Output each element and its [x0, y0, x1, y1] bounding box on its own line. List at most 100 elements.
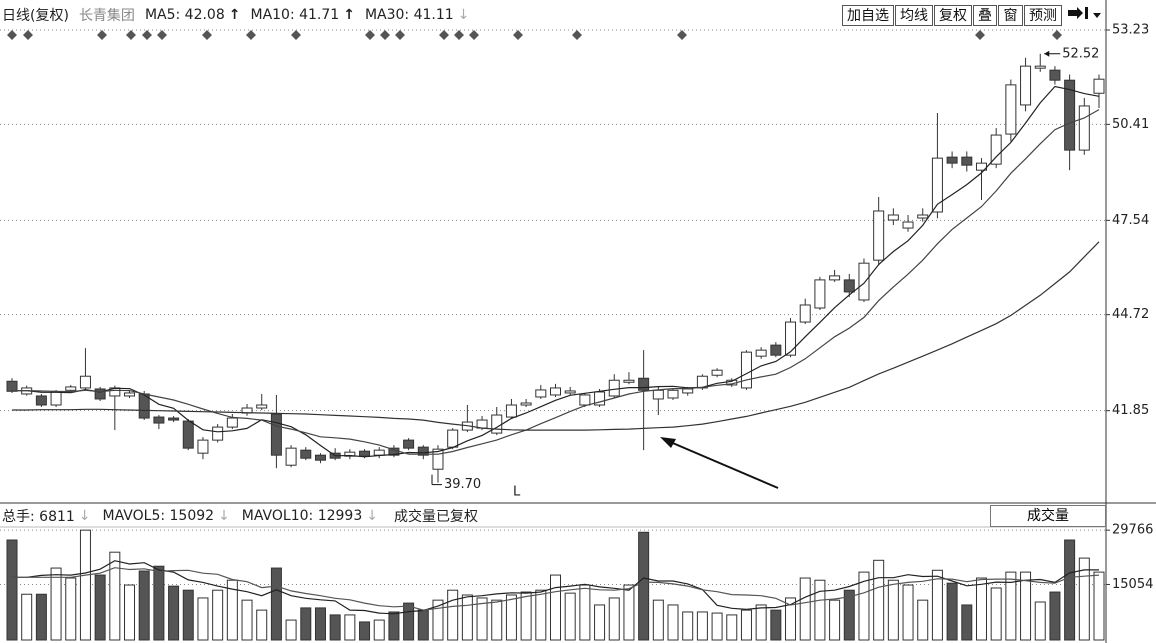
candle-body [359, 450, 371, 457]
candle-body [564, 390, 576, 394]
volume-bar [359, 621, 371, 641]
volume-bar [373, 619, 385, 641]
volume-bar [505, 594, 517, 641]
candle-body [6, 380, 18, 392]
candle-body [961, 156, 973, 166]
candle-body [873, 210, 885, 261]
stock-name: 长青集团 [78, 8, 135, 24]
volume-bar [902, 584, 914, 641]
volume-bar [770, 609, 782, 641]
legend-label: MA10: 41.71 [250, 7, 340, 23]
toolbar-button[interactable]: 窗 [998, 5, 1023, 26]
candle-body [594, 391, 606, 406]
y-tick-label: 41.85 [1112, 403, 1149, 418]
candle-body [770, 344, 782, 356]
volume-bar [344, 614, 356, 641]
volume-bar [667, 604, 679, 641]
ma-line [12, 241, 1100, 431]
event-markers [7, 30, 1062, 40]
volume-bar [740, 609, 752, 641]
volume-bar [638, 531, 650, 641]
legend-arrow: ↑ [228, 7, 241, 23]
candle-body [696, 375, 708, 389]
candle-body [403, 439, 415, 449]
candle-body [65, 386, 77, 391]
candle-body [447, 429, 459, 448]
candle-body [226, 417, 238, 428]
total-label: 总手: 6811 [2, 509, 75, 525]
toolbar-button[interactable]: 加自选 [842, 5, 894, 26]
volume-bar [1064, 539, 1076, 641]
annotation-label: 39.70 [444, 477, 481, 492]
candle-body [1093, 78, 1105, 94]
toolbar-button[interactable]: 均线 [895, 5, 933, 26]
volume-bar [300, 607, 312, 641]
toolbar-icon[interactable] [1068, 7, 1088, 19]
volume-bar [1078, 557, 1090, 641]
volume-bar [182, 589, 194, 641]
volume-bar [256, 609, 268, 641]
candle-body [1064, 79, 1076, 151]
candle-body [682, 388, 694, 394]
volume-bar [285, 619, 297, 641]
candle-body [946, 156, 958, 164]
arrow-shaft [667, 440, 779, 489]
volume-bar [799, 577, 811, 641]
candle-body [917, 214, 929, 219]
ma-line [12, 85, 1100, 458]
period-label: 日线(复权) [2, 8, 69, 24]
toolbar-button[interactable]: 预测 [1024, 5, 1062, 26]
candle-body [931, 157, 943, 213]
volume-bar [491, 599, 503, 641]
volume-bar [270, 567, 282, 641]
volume-bar [197, 597, 209, 641]
volume-bar [755, 604, 767, 641]
candle-body [814, 279, 826, 309]
volume-bar [226, 579, 238, 641]
volume-bar [785, 597, 797, 641]
candle-body [79, 375, 91, 389]
indicator-dropdown[interactable]: 成交量 [990, 505, 1106, 527]
candle-body [491, 414, 503, 434]
candle-body [799, 304, 811, 323]
candle-body [843, 279, 855, 293]
volume-bar [550, 574, 561, 641]
volume-bar [696, 611, 708, 641]
volume-bar [520, 591, 532, 641]
candle-body [623, 379, 635, 383]
volume-bar [1049, 591, 1061, 641]
toolbar-button[interactable]: 复权 [934, 5, 972, 26]
legend-label: MAVOL5: 15092 [102, 508, 215, 524]
candle-body [417, 446, 429, 456]
y-tick-label: 15054 [1112, 577, 1153, 592]
toolbar-dropdown-icon[interactable] [1093, 13, 1101, 18]
candle-body [520, 402, 532, 406]
candle-body [638, 377, 650, 391]
candle-body [1005, 84, 1017, 135]
volume-bar [623, 584, 635, 641]
candle-body [256, 404, 268, 409]
candle-body [740, 351, 752, 389]
candle-body [902, 221, 914, 229]
candle-body [212, 426, 224, 441]
legend-arrow: ↓ [78, 508, 91, 524]
volume-bar [961, 604, 973, 641]
volume-bar [1093, 571, 1105, 641]
volume-bar [887, 579, 899, 641]
toolbar-button[interactable]: 叠 [973, 5, 997, 26]
event-marker [7, 30, 1062, 40]
candle-body [829, 275, 841, 281]
volume-bar [814, 579, 826, 641]
candle-body [476, 419, 488, 429]
volume-note: 成交量已复权 [393, 509, 478, 525]
candle-body [1020, 65, 1032, 106]
legend-label: MA30: 41.11 [364, 7, 454, 23]
candle-body [1049, 69, 1061, 81]
volume-bar [314, 607, 326, 641]
volume-bar [711, 612, 723, 641]
candle-body [858, 262, 870, 301]
candle-body [300, 449, 312, 459]
candle-body [1034, 65, 1046, 69]
